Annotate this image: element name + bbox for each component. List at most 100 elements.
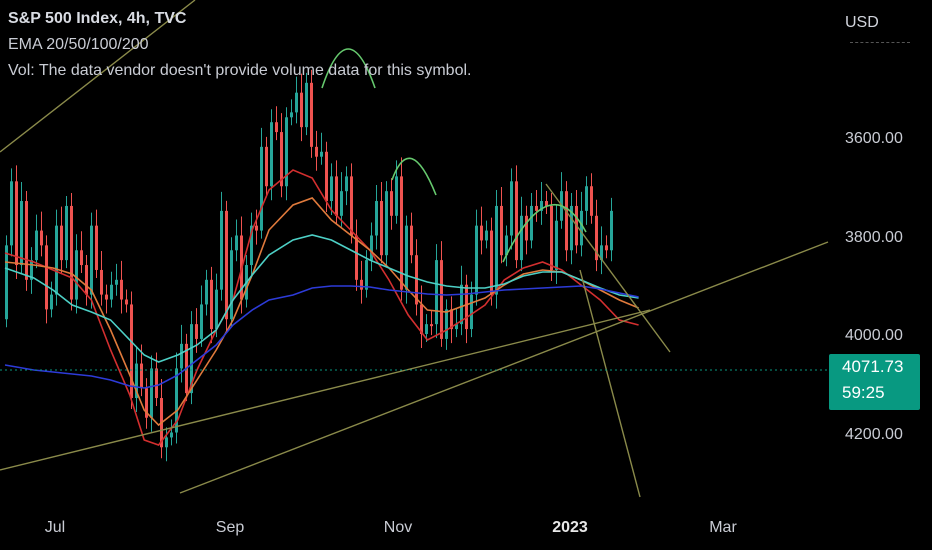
candle-body [330,176,333,202]
price-tick-label: 4000.00 [845,327,903,344]
candle-body [600,245,603,261]
candle [390,178,393,230]
symbol-title[interactable]: S&P 500 Index, 4h, TVC [8,10,187,27]
candle-body [55,225,58,295]
ema-indicator-label[interactable]: EMA 20/50/100/200 [8,36,149,53]
candle-body [305,82,308,128]
candle-body [535,205,538,211]
candle [250,212,253,277]
candle [355,219,358,291]
currency-label[interactable]: USD [845,14,879,31]
candle-body [145,388,148,418]
candle-body [545,201,548,206]
candle-body [210,279,213,330]
candle [565,181,568,262]
candle [535,189,538,222]
trendline-4 [545,183,671,353]
candle-body [220,210,223,290]
candle-body [15,181,18,266]
candle-body [530,205,533,241]
candle [420,285,423,348]
candle-body [565,191,568,251]
candle [25,191,28,291]
candle [485,220,488,249]
candle-body [380,201,383,256]
candle-body [260,146,263,231]
candle [275,106,278,141]
candle [430,311,433,336]
price-tick-label: 3800.00 [845,229,903,246]
trendline-layer [0,0,829,498]
candle [415,239,418,316]
candle [610,197,613,262]
trendline-1 [0,0,196,153]
ema-line-4 [4,285,639,389]
candle-body [265,146,268,187]
candle-body [190,324,193,394]
candle [150,355,153,432]
candle [570,192,573,265]
candle-body [415,255,418,305]
candle [320,132,323,165]
candle-body [595,215,598,261]
candle-body [100,269,103,295]
candle-body [325,151,328,202]
candle [200,285,203,347]
candle-body [350,176,353,236]
candle [425,314,428,342]
candle-body [540,201,543,211]
volume-indicator-label[interactable]: Vol: The data vendor doesn't provide vol… [8,62,472,79]
candle [105,284,108,314]
trendline-5 [579,269,641,498]
candle-body [345,176,348,192]
candle-body [605,245,608,251]
candle-body [430,324,433,327]
candle [510,168,513,250]
candle-body [585,186,588,211]
candle-body [35,230,38,261]
candle-body [520,215,523,261]
time-axis[interactable]: Jul Sep Nov 2023 Mar [45,519,738,536]
candle-body [45,245,48,310]
pattern-arc-3 [502,203,587,263]
candle-body [75,250,78,300]
candle-body [300,92,303,128]
candle-body [555,220,558,270]
candle [230,237,233,328]
candle [335,160,338,224]
candle-body [180,343,183,369]
candle [160,379,163,459]
candle-body [290,112,293,118]
candle-body [65,205,68,261]
candle-body [255,225,258,231]
candle-body [365,260,368,290]
candle [40,211,43,257]
candle-body [165,437,168,448]
price-axis[interactable]: 3600.00 3800.00 4000.00 4200.00 [845,130,903,443]
candle-body [80,250,83,266]
candle-body [590,186,593,216]
candle-body [465,284,468,330]
candle [435,244,438,339]
candle-body [440,260,443,339]
candle [600,226,603,275]
ema-line-1 [4,169,639,446]
candle [530,192,533,249]
candle-body [170,432,173,438]
candle-body [375,201,378,236]
candle-body [490,230,493,295]
candle-body [295,92,298,113]
currency-divider [850,42,910,43]
candle [575,189,578,254]
candle-body [525,215,528,241]
candle-body [270,122,273,187]
time-tick-label: Nov [384,519,412,536]
candle-body [505,235,508,256]
candle-body [280,132,283,187]
candle [5,235,8,328]
candle-body [355,235,358,280]
candle-body [5,245,8,320]
candle [130,291,133,410]
candle [135,347,138,413]
